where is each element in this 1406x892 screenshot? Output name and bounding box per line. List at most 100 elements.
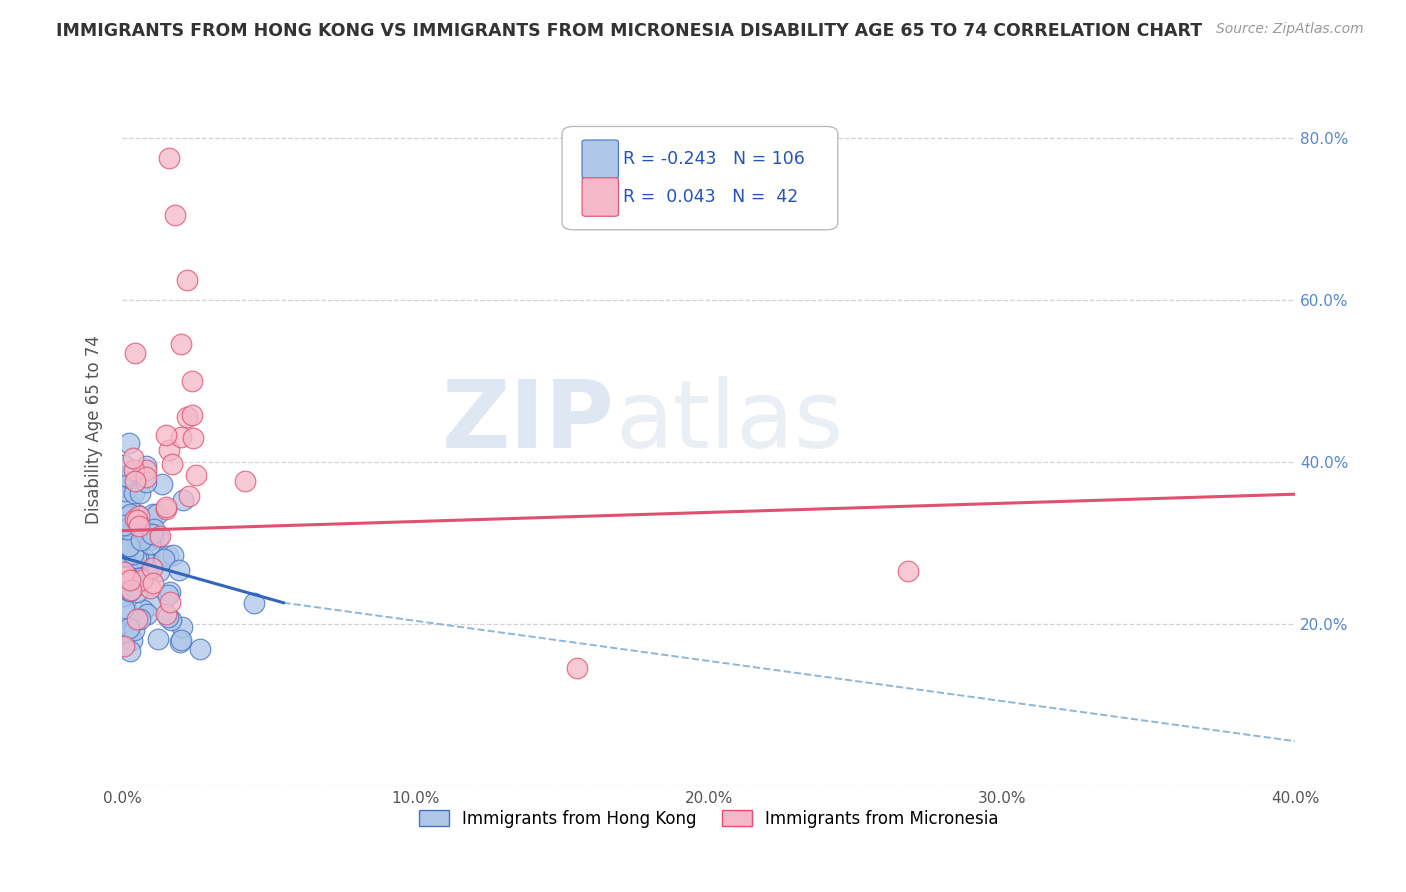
Point: [127, 508, 149, 522]
Point: [117, 509, 139, 524]
Point: [125, 541, 148, 556]
Point: [155, 500, 177, 515]
Point: [156, 609, 179, 624]
Point: [114, 458, 136, 472]
Point: [118, 435, 141, 450]
Point: [127, 549, 149, 564]
Point: [112, 565, 135, 579]
Point: [148, 565, 170, 579]
Point: [181, 409, 204, 423]
Point: [114, 552, 136, 566]
Point: [127, 513, 149, 527]
Point: [118, 624, 141, 639]
Point: [112, 589, 135, 603]
Point: [131, 573, 153, 587]
Point: [181, 374, 204, 388]
Point: [114, 558, 136, 572]
Point: [124, 512, 146, 526]
Point: [117, 582, 139, 597]
Point: [157, 588, 180, 602]
Point: [135, 470, 157, 484]
Point: [112, 569, 135, 583]
Point: [115, 569, 138, 583]
Point: [114, 471, 136, 485]
Point: [120, 517, 142, 532]
Point: [142, 575, 165, 590]
Point: [176, 272, 198, 286]
Point: [122, 557, 145, 571]
Point: [160, 457, 183, 471]
Point: [112, 588, 135, 602]
Point: [118, 471, 141, 485]
Point: [112, 639, 135, 653]
Point: [138, 526, 160, 541]
Point: [172, 619, 194, 633]
Point: [152, 551, 174, 566]
Point: [160, 613, 183, 627]
FancyBboxPatch shape: [582, 140, 619, 178]
Point: [169, 564, 191, 578]
Point: [117, 539, 139, 553]
Point: [188, 642, 211, 657]
Point: [114, 468, 136, 483]
Point: [170, 430, 193, 444]
Point: [120, 519, 142, 533]
Point: [243, 596, 266, 610]
Point: [124, 577, 146, 591]
Point: [150, 476, 173, 491]
Point: [115, 557, 138, 571]
FancyBboxPatch shape: [562, 127, 838, 230]
Point: [125, 584, 148, 599]
Point: [128, 612, 150, 626]
Point: [112, 518, 135, 533]
Point: [155, 502, 177, 516]
Point: [118, 621, 141, 635]
Y-axis label: Disability Age 65 to 74: Disability Age 65 to 74: [86, 334, 103, 524]
Point: [181, 431, 204, 445]
Point: [142, 522, 165, 536]
Point: [117, 539, 139, 553]
Point: [118, 644, 141, 658]
Point: [120, 565, 142, 579]
Point: [122, 624, 145, 638]
Point: [233, 474, 256, 488]
Text: atlas: atlas: [614, 376, 844, 468]
Point: [118, 583, 141, 598]
Point: [121, 632, 143, 647]
Point: [136, 567, 159, 582]
Point: [132, 550, 155, 565]
Point: [163, 208, 186, 222]
Point: [155, 607, 177, 621]
Point: [146, 508, 169, 522]
Point: [128, 518, 150, 533]
Point: [139, 533, 162, 548]
Point: [127, 578, 149, 592]
Point: [112, 574, 135, 589]
Point: [179, 489, 201, 503]
Point: [112, 551, 135, 566]
Point: [122, 554, 145, 568]
Point: [122, 526, 145, 541]
Point: [122, 569, 145, 583]
Point: [136, 607, 159, 621]
Point: [134, 458, 156, 473]
Point: [162, 548, 184, 562]
Point: [127, 526, 149, 541]
Point: [159, 595, 181, 609]
FancyBboxPatch shape: [582, 178, 619, 216]
Point: [112, 637, 135, 651]
Point: [129, 521, 152, 535]
Point: [139, 582, 162, 596]
Point: [176, 410, 198, 425]
Point: [124, 346, 146, 360]
Point: [112, 564, 135, 578]
Point: [897, 564, 920, 578]
Point: [114, 544, 136, 558]
Point: [141, 560, 163, 574]
Point: [120, 562, 142, 576]
Point: [112, 629, 135, 643]
Point: [118, 497, 141, 511]
Point: [124, 474, 146, 488]
Point: [170, 337, 193, 351]
Point: [141, 527, 163, 541]
